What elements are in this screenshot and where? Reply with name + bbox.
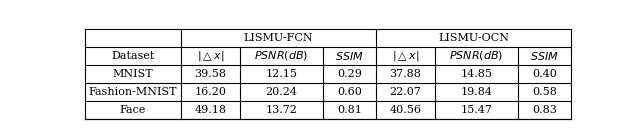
Text: 20.24: 20.24 (266, 87, 298, 97)
Text: 0.29: 0.29 (337, 69, 362, 79)
Text: 14.85: 14.85 (461, 69, 493, 79)
Text: Dataset: Dataset (111, 51, 155, 61)
Text: 16.20: 16.20 (195, 87, 227, 97)
Text: 13.72: 13.72 (266, 105, 298, 115)
Text: $SSIM$: $SSIM$ (531, 50, 559, 62)
Text: 0.60: 0.60 (337, 87, 362, 97)
Text: Face: Face (120, 105, 146, 115)
Text: LISMU-OCN: LISMU-OCN (438, 33, 509, 43)
Text: LISMU-FCN: LISMU-FCN (244, 33, 313, 43)
Text: 0.58: 0.58 (532, 87, 557, 97)
Text: 39.58: 39.58 (195, 69, 227, 79)
Text: 40.56: 40.56 (389, 105, 421, 115)
Text: $SSIM$: $SSIM$ (335, 50, 364, 62)
Text: MNIST: MNIST (113, 69, 153, 79)
Text: 19.84: 19.84 (461, 87, 493, 97)
Text: 37.88: 37.88 (390, 69, 421, 79)
Text: 49.18: 49.18 (195, 105, 227, 115)
Text: 15.47: 15.47 (461, 105, 493, 115)
Text: $PSNR(dB)$: $PSNR(dB)$ (449, 49, 504, 62)
Text: 0.83: 0.83 (532, 105, 557, 115)
Text: $| \triangle x |$: $| \triangle x |$ (392, 49, 419, 63)
Text: 0.81: 0.81 (337, 105, 362, 115)
Text: 0.40: 0.40 (532, 69, 557, 79)
Text: Fashion-MNIST: Fashion-MNIST (89, 87, 177, 97)
Text: $PSNR(dB)$: $PSNR(dB)$ (255, 49, 308, 62)
Text: 22.07: 22.07 (390, 87, 421, 97)
Text: 12.15: 12.15 (266, 69, 298, 79)
Text: $| \triangle x |$: $| \triangle x |$ (196, 49, 224, 63)
